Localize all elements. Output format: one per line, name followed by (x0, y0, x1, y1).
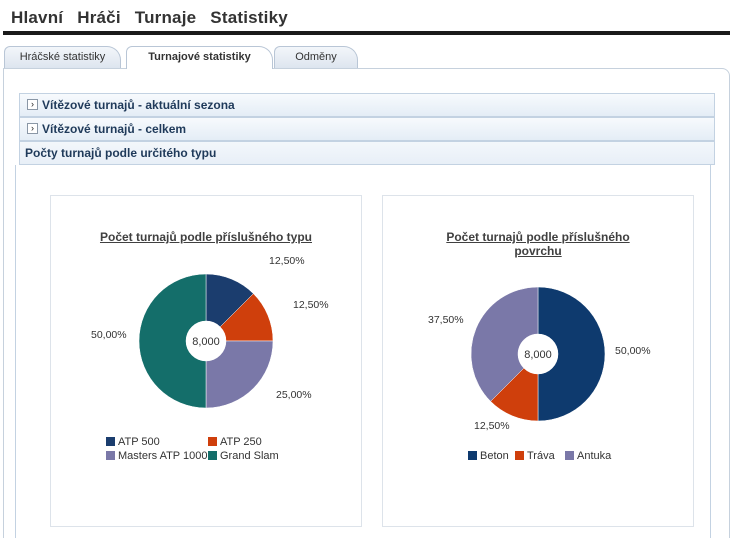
data-label: 50,00% (91, 329, 127, 341)
data-label: 12,50% (269, 255, 305, 267)
donut-chart-tournament-type: 12,50% 12,50% 25,00% 50,00% 8,000 (91, 255, 329, 409)
accordion-title: Počty turnajů podle určitého typu (25, 146, 217, 160)
nav-item-turnaje[interactable]: Turnaje (134, 8, 197, 27)
legend-swatch (208, 437, 217, 446)
legend-label: Beton (480, 450, 509, 462)
legend-label: Tráva (527, 450, 555, 462)
legend-label: ATP 500 (118, 436, 160, 448)
legend-swatch (106, 451, 115, 460)
data-label: 12,50% (474, 420, 510, 432)
center-total-label: 8,000 (524, 349, 552, 361)
expand-icon[interactable]: › (27, 123, 38, 134)
data-label: 25,00% (276, 389, 312, 401)
nav-item-hraci[interactable]: Hráči (77, 8, 121, 27)
data-label: 12,50% (293, 299, 329, 311)
tab-turnajove-statistiky[interactable]: Turnajové statistiky (126, 46, 273, 69)
legend-label: Antuka (577, 450, 612, 462)
legend-swatch (565, 451, 574, 460)
donut-chart-surface: 50,00% 12,50% 37,50% 8,000 (428, 286, 651, 432)
nav-item-hlavni[interactable]: Hlavní (11, 8, 64, 27)
legend-item[interactable]: Masters ATP 1000 (106, 450, 207, 462)
legend-item[interactable]: ATP 500 (106, 436, 160, 448)
top-navigation: Hlavní Hráči Turnaje Statistiky (0, 0, 734, 36)
accordion-vitezove-aktualni-sezona[interactable]: › Vítězové turnajů - aktuální sezona (19, 93, 715, 117)
accordion-pocty-turnaju[interactable]: Počty turnajů podle určitého typu (19, 141, 715, 165)
legend-swatch (468, 451, 477, 460)
expand-icon[interactable]: › (27, 99, 38, 110)
legend-item[interactable]: Beton (468, 450, 509, 462)
donut-hole (518, 334, 558, 374)
data-label: 37,50% (428, 314, 464, 326)
legend-item[interactable]: ATP 250 (208, 436, 262, 448)
nav-item-statistiky[interactable]: Statistiky (210, 8, 288, 27)
accordion-title: Vítězové turnajů - aktuální sezona (42, 98, 235, 112)
data-label: 50,00% (615, 345, 651, 357)
chart-card-surface: Počet turnajů podle příslušného povrchu … (382, 195, 694, 527)
accordion-vitezove-celkem[interactable]: › Vítězové turnajů - celkem (19, 117, 715, 141)
chart-legend: Beton Tráva Antuka (468, 450, 668, 470)
legend-swatch (515, 451, 524, 460)
legend-item[interactable]: Antuka (565, 450, 611, 462)
nav-menu: Hlavní Hráči Turnaje Statistiky (11, 8, 288, 28)
legend-item[interactable]: Grand Slam (208, 450, 279, 462)
legend-swatch (208, 451, 217, 460)
tab-odmeny[interactable]: Odměny (274, 46, 358, 68)
donut-hole (186, 321, 226, 361)
chart-legend: ATP 500 ATP 250 Masters ATP 1000 Grand Slam (106, 436, 326, 476)
chart-title: Počet turnajů podle příslušného povrchu (446, 230, 630, 258)
chart-title: Počet turnajů podle příslušného typu (99, 230, 312, 244)
tab-hracske-statistiky[interactable]: Hráčské statistiky (4, 46, 121, 68)
accordion-title: Vítězové turnajů - celkem (42, 122, 187, 136)
legend-label: ATP 250 (220, 436, 262, 448)
chart-content-area: Počet turnajů podle příslušného typu 12,… (15, 165, 711, 538)
chart-card-tournament-type: Počet turnajů podle příslušného typu 12,… (50, 195, 362, 527)
center-total-label: 8,000 (192, 336, 220, 348)
legend-label: Grand Slam (220, 450, 279, 462)
legend-label: Masters ATP 1000 (118, 450, 208, 462)
legend-item[interactable]: Tráva (515, 450, 555, 462)
legend-swatch (106, 437, 115, 446)
nav-divider (3, 31, 730, 35)
